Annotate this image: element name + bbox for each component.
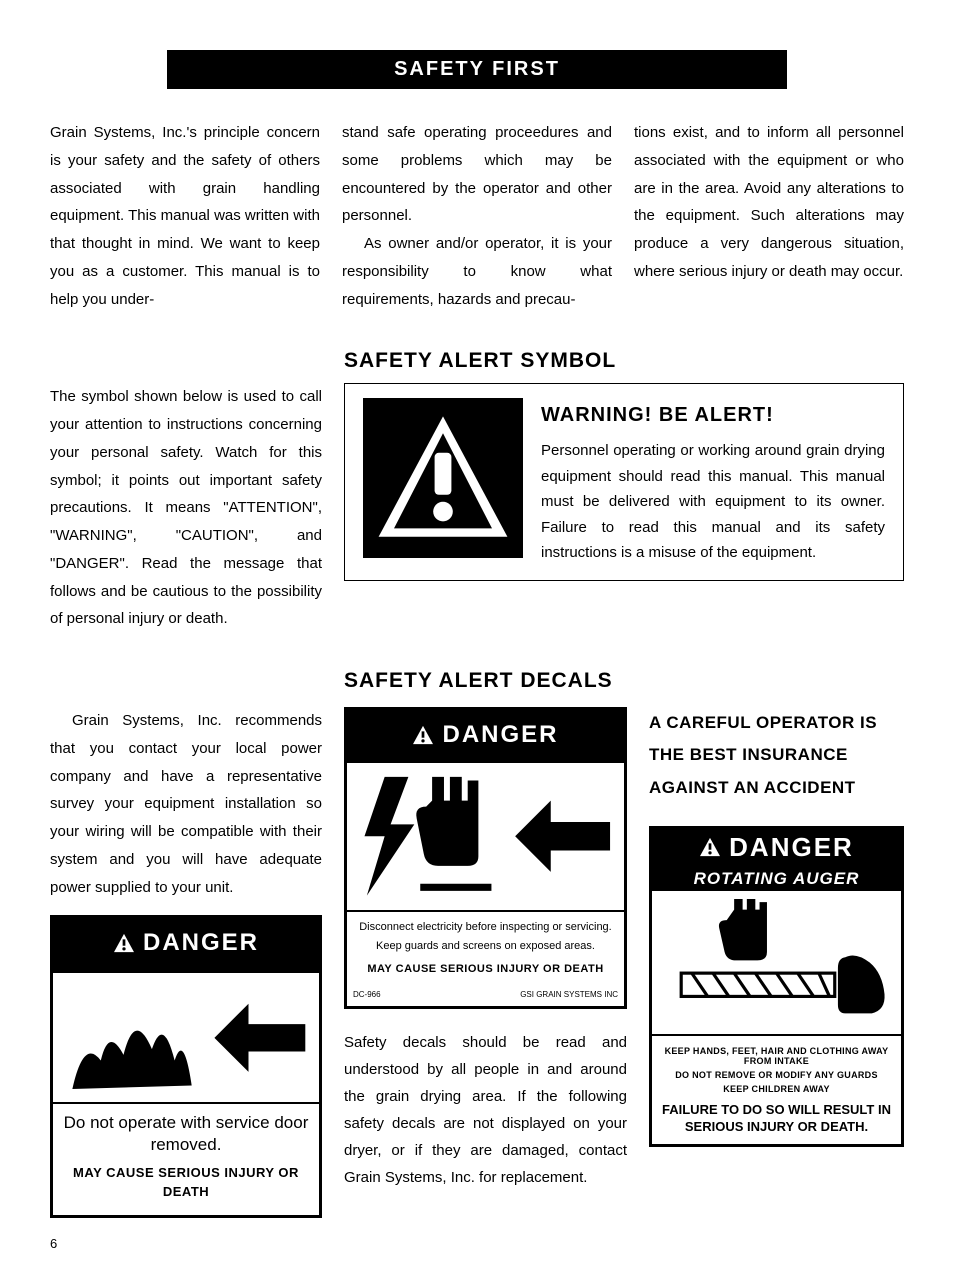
intro-col2b: As owner and/or operator, it is your res… [342,230,612,313]
alert-box: WARNING! BE ALERT! Personnel operating o… [344,383,904,581]
decal1-title: DANGER [143,921,259,965]
page-banner: SAFETY FIRST [167,50,787,89]
danger-triangle-icon [412,725,434,745]
danger-triangle-icon [699,837,721,857]
alert-symbol-section: The symbol shown below is used to call y… [50,349,904,633]
decal2-line3: MAY CAUSE SERIOUS INJURY OR DEATH [357,962,614,977]
decal2-code: DC-966 [353,988,381,1002]
intro-columns: Grain Systems, Inc.'s principle concern … [50,119,904,313]
decal3-subtitle: ROTATING AUGER [652,867,901,891]
decals-section: SAFETY ALERT DECALS [50,669,904,703]
warning-triangle-icon [363,398,523,558]
decal3-image [652,891,901,1036]
decals-mid-body: Safety decals should be read and underst… [344,1029,627,1191]
alert-symbol-heading: SAFETY ALERT SYMBOL [344,349,904,373]
decal-service-door: DANGER Do not operate with service door … [50,915,322,1218]
decal3-title: DANGER [729,832,854,863]
decal3-l2: DO NOT REMOVE OR MODIFY ANY GUARDS [662,1070,891,1080]
decal-electricity: DANGER Disconnect electricity before ins… [344,707,627,1009]
decal3-l1: KEEP HANDS, FEET, HAIR AND CLOTHING AWAY… [662,1046,891,1066]
danger-triangle-icon [113,933,135,953]
decal-rotating-auger: DANGER ROTATING AUGER KEEP HANDS, FEET, … [649,826,904,1147]
decal2-line2: Keep guards and screens on exposed areas… [357,939,614,954]
page-number: 6 [50,1236,904,1251]
operator-motto: A CAREFUL OPERATOR IS THE BEST INSURANCE… [649,707,904,804]
decal2-image [347,760,624,912]
decal2-line1: Disconnect electricity before inspecting… [357,920,614,935]
decal3-l4: FAILURE TO DO SO WILL RESULT IN SERIOUS … [662,1102,891,1136]
decals-heading: SAFETY ALERT DECALS [344,669,904,693]
warning-body: Personnel operating or working around gr… [541,442,885,561]
decal3-l3: KEEP CHILDREN AWAY [662,1084,891,1094]
decals-left-text: Grain Systems, Inc. recommends that you … [50,707,322,901]
decal1-line2: MAY CAUSE SERIOUS INJURY OR DEATH [63,1164,309,1200]
alert-symbol-text: The symbol shown below is used to call y… [50,349,322,633]
warning-heading: WARNING! BE ALERT! [541,398,885,432]
decal2-brand: GSI GRAIN SYSTEMS INC [520,988,618,1002]
decal1-image [53,970,319,1105]
intro-col3: tions exist, and to inform all personnel… [634,119,904,313]
decals-grid: Grain Systems, Inc. recommends that you … [50,707,904,1232]
decal1-line1: Do not operate with service door removed… [63,1112,309,1156]
intro-col1: Grain Systems, Inc.'s principle concern … [50,119,320,313]
intro-col2: stand safe operating proceedures and som… [342,119,612,313]
intro-col2a: stand safe operating proceedures and som… [342,124,612,224]
decal2-title: DANGER [442,713,558,756]
